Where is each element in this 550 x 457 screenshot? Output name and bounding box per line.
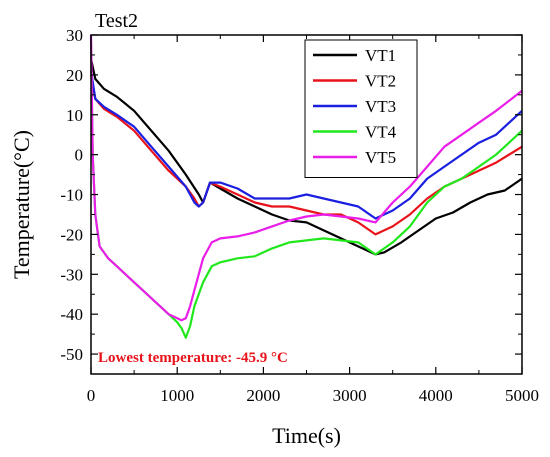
x-tick-label: 2000 bbox=[246, 386, 280, 405]
legend-label-vt2: VT2 bbox=[365, 72, 396, 91]
y-tick-label: 20 bbox=[66, 66, 83, 85]
series-line-vt5 bbox=[89, 34, 523, 322]
legend-label-vt4: VT4 bbox=[365, 123, 397, 142]
y-tick-label: -10 bbox=[60, 186, 83, 205]
series-layer bbox=[89, 34, 523, 339]
x-tick-label: 0 bbox=[87, 386, 96, 405]
y-tick-label: 0 bbox=[75, 146, 84, 165]
series-line-vt2 bbox=[89, 74, 523, 236]
legend-label-vt1: VT1 bbox=[365, 46, 396, 65]
lowest-temperature-annotation: Lowest temperature: -45.9 °C bbox=[98, 350, 288, 366]
y-tick-label: -20 bbox=[60, 225, 83, 244]
ticks-layer: 0 1000 2000 3000 4000 5000 -50 -40 -30 -20 -10 0 10 2… bbox=[60, 26, 539, 405]
x-tick-label: 5000 bbox=[505, 386, 539, 405]
panel-label: Test2 bbox=[95, 10, 138, 32]
y-tick-label: -40 bbox=[60, 305, 83, 324]
legend-box bbox=[304, 39, 418, 178]
x-axis-title: Time(s) bbox=[272, 423, 341, 448]
x-tick-label: 3000 bbox=[333, 386, 367, 405]
y-tick-label: -50 bbox=[60, 345, 83, 364]
x-tick-label: 4000 bbox=[419, 386, 453, 405]
legend-label-vt3: VT3 bbox=[365, 97, 396, 116]
legend: VT1 VT2 VT3 VT4 VT5 bbox=[304, 39, 418, 178]
y-tick-label: 30 bbox=[66, 26, 83, 45]
y-tick-label: -30 bbox=[60, 265, 83, 284]
x-tick-label: 1000 bbox=[160, 386, 194, 405]
y-tick-label: 10 bbox=[66, 106, 83, 125]
y-axis-title: Temperature(°C) bbox=[9, 130, 34, 279]
series-line-vt1 bbox=[89, 58, 523, 256]
legend-label-vt5: VT5 bbox=[365, 148, 396, 167]
series-line-vt3 bbox=[89, 70, 523, 220]
